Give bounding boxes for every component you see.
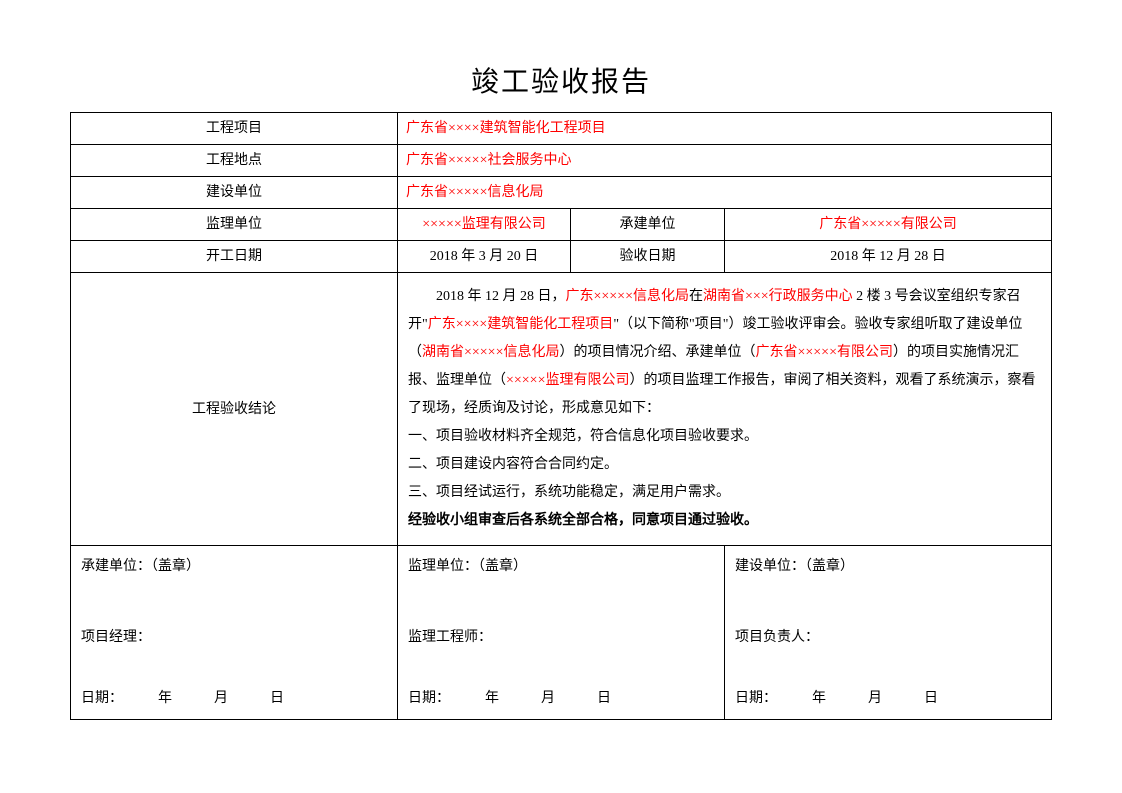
value-supervision-unit: ×××××监理有限公司 (398, 209, 571, 241)
report-table: 工程项目 广东省××××建筑智能化工程项目 工程地点 广东省×××××社会服务中… (70, 112, 1052, 720)
sig-contractor-seal: 承建单位：（盖章） (81, 556, 387, 577)
conclusion-item2: 二、项目建设内容符合合同约定。 (408, 451, 1041, 479)
row-project-location: 工程地点 广东省×××××社会服务中心 (71, 145, 1052, 177)
value-project-item: 广东省××××建筑智能化工程项目 (398, 113, 1052, 145)
sig-supervision-date: 日期： 年 月 日 (408, 688, 714, 709)
conc-t2: 在 (689, 289, 703, 304)
value-start-date: 2018 年 3 月 20 日 (398, 241, 571, 273)
conc-r1: 广东×××××信息化局 (566, 289, 689, 304)
conclusion-item1: 一、项目验收材料齐全规范，符合信息化项目验收要求。 (408, 423, 1041, 451)
sig-contractor-role: 项目经理： (81, 627, 387, 648)
row-dates: 开工日期 2018 年 3 月 20 日 验收日期 2018 年 12 月 28… (71, 241, 1052, 273)
conc-r6: ×××××监理有限公司 (506, 373, 629, 388)
conclusion-paragraph: 2018 年 12 月 28 日，广东×××××信息化局在湖南省×××行政服务中… (408, 283, 1041, 423)
label-project-item: 工程项目 (71, 113, 398, 145)
sig-construction-date: 日期： 年 月 日 (735, 688, 1041, 709)
value-project-location: 广东省×××××社会服务中心 (398, 145, 1052, 177)
label-contractor-unit: 承建单位 (571, 209, 725, 241)
row-project-item: 工程项目 广东省××××建筑智能化工程项目 (71, 113, 1052, 145)
signature-construction: 建设单位：（盖章） 项目负责人： 日期： 年 月 日 (724, 546, 1051, 720)
sig-construction-seal: 建设单位：（盖章） (735, 556, 1041, 577)
label-project-location: 工程地点 (71, 145, 398, 177)
row-conclusion: 工程验收结论 2018 年 12 月 28 日，广东×××××信息化局在湖南省×… (71, 273, 1052, 546)
conclusion-item3: 三、项目经试运行，系统功能稳定，满足用户需求。 (408, 479, 1041, 507)
sig-contractor-date: 日期： 年 月 日 (81, 688, 387, 709)
row-signatures: 承建单位：（盖章） 项目经理： 日期： 年 月 日 监理单位：（盖章） 监理工程… (71, 546, 1052, 720)
conc-t5: ）的项目情况介绍、承建单位（ (559, 345, 755, 360)
label-construction-unit: 建设单位 (71, 177, 398, 209)
value-construction-unit: 广东省×××××信息化局 (398, 177, 1052, 209)
conclusion-final: 经验收小组审查后各系统全部合格，同意项目通过验收。 (408, 507, 1041, 535)
row-construction-unit: 建设单位 广东省×××××信息化局 (71, 177, 1052, 209)
conc-r4: 湖南省×××××信息化局 (422, 345, 559, 360)
conc-r5: 广东省×××××有限公司 (755, 345, 892, 360)
conc-r3: 广东××××建筑智能化工程项目 (428, 317, 614, 332)
conclusion-content: 2018 年 12 月 28 日，广东×××××信息化局在湖南省×××行政服务中… (398, 273, 1052, 546)
report-title: 竣工验收报告 (70, 60, 1052, 100)
value-contractor-unit: 广东省×××××有限公司 (724, 209, 1051, 241)
conc-t1: 2018 年 12 月 28 日， (436, 289, 566, 304)
label-start-date: 开工日期 (71, 241, 398, 273)
label-conclusion: 工程验收结论 (71, 273, 398, 546)
row-supervision-contractor: 监理单位 ×××××监理有限公司 承建单位 广东省×××××有限公司 (71, 209, 1052, 241)
sig-construction-role: 项目负责人： (735, 627, 1041, 648)
sig-supervision-role: 监理工程师： (408, 627, 714, 648)
value-acceptance-date: 2018 年 12 月 28 日 (724, 241, 1051, 273)
label-supervision-unit: 监理单位 (71, 209, 398, 241)
signature-supervision: 监理单位：（盖章） 监理工程师： 日期： 年 月 日 (398, 546, 725, 720)
signature-contractor: 承建单位：（盖章） 项目经理： 日期： 年 月 日 (71, 546, 398, 720)
sig-supervision-seal: 监理单位：（盖章） (408, 556, 714, 577)
label-acceptance-date: 验收日期 (571, 241, 725, 273)
conc-r2: 湖南省×××行政服务中心 (703, 289, 853, 304)
